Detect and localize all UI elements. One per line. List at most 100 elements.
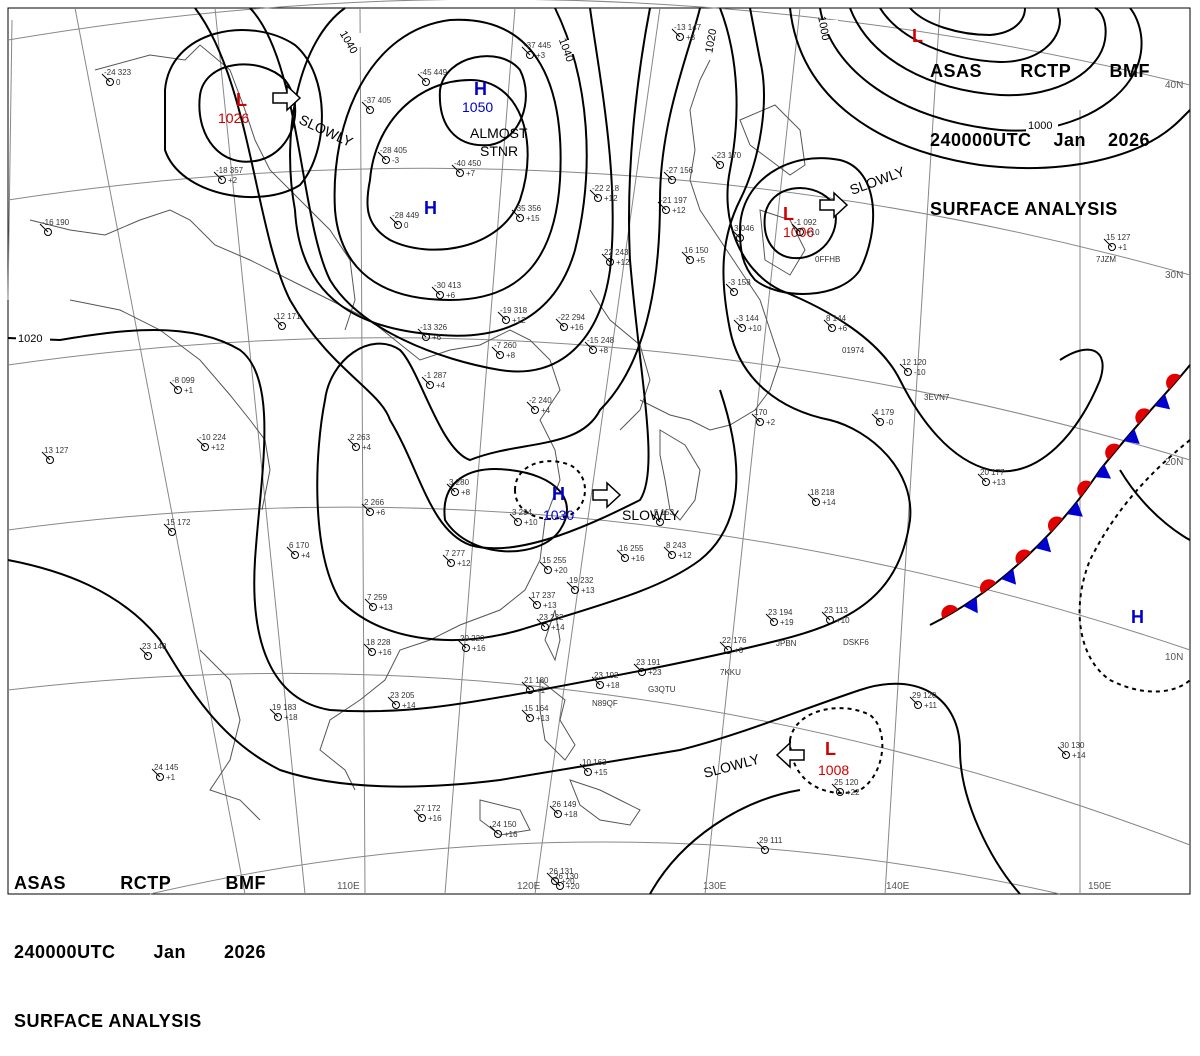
station-obs-line1: 15 127 [1106, 233, 1131, 242]
low-center-label: L [783, 204, 794, 224]
station-obs-line1: 25 120 [834, 778, 859, 787]
station-obs-line2: +14 [1072, 751, 1086, 760]
ship-call-sign: 7KKU [720, 668, 741, 677]
station-obs-line2: 0 [116, 78, 121, 87]
station-obs-line1: 23 192 [594, 671, 619, 680]
station-obs-line2: +3 [686, 33, 696, 42]
ship-call-sign: 0FFHB [815, 255, 840, 264]
station-plot: 18 218+14 [807, 488, 836, 507]
station-plot: 13 127 [41, 446, 69, 464]
coastlines [29, 44, 806, 836]
wind-barb [389, 216, 399, 226]
station-obs-line1: 24 145 [154, 763, 179, 772]
title-time: 240000UTC [930, 130, 1032, 150]
wind-barb [1103, 238, 1113, 248]
station-plot: -35 356+15 [511, 204, 542, 223]
wind-barb [363, 643, 373, 653]
isobar-996 [849, 7, 1107, 97]
high-pressure-value: 1030 [543, 507, 574, 523]
station-circle [1062, 751, 1070, 759]
ship-call-sign: 7JZM [1096, 255, 1116, 264]
isobar-label: 1000 [1028, 120, 1052, 132]
station-circle [812, 498, 820, 506]
station-obs-line2: +20 [561, 877, 575, 886]
station-circle [533, 601, 541, 609]
wind-barb [361, 101, 371, 111]
cold-front-symbol [1066, 501, 1083, 517]
station-circle [560, 323, 568, 331]
isobar-1006-outer [738, 157, 875, 295]
wind-barb [651, 513, 661, 523]
surface-analysis-map: 1040 1040 1020 1020 1000 1000 L 1026 H 1… [7, 0, 1191, 895]
station-plot: 23 205+14 [387, 691, 416, 710]
wind-barb [549, 805, 559, 815]
station-circle [1108, 243, 1116, 251]
wind-barb [421, 376, 431, 386]
wind-barb [151, 768, 161, 778]
station-obs-line2: +4 [436, 381, 446, 390]
station-circle [426, 381, 434, 389]
wind-barb [751, 413, 761, 423]
wind-barb [431, 286, 441, 296]
station-obs-line2: +8 [506, 351, 516, 360]
station-plot: 16 255+16 [616, 544, 645, 563]
station-circle [836, 788, 844, 796]
station-obs-line2: +5 [696, 256, 706, 265]
motion-arrows [272, 84, 849, 769]
station-plot: 22 176+6 [719, 636, 747, 655]
dashed-ring-1030 [513, 460, 586, 520]
front-line [929, 364, 1191, 626]
wind-barb [657, 201, 667, 211]
station-obs-line2: +3 [536, 51, 546, 60]
title-product: SURFACE ANALYSIS [930, 199, 1118, 219]
station-plot: -28 405-3 [377, 146, 408, 165]
station-circle [756, 418, 764, 426]
station-obs-line1: 19 232 [569, 576, 594, 585]
station-circle [168, 528, 176, 536]
station-plot: -22 294+16 [555, 313, 586, 332]
wind-barb [555, 318, 565, 328]
station-obs-line1: 16 150 [684, 246, 709, 255]
wind-barb [663, 171, 673, 181]
ship-call-sign: JPBN [776, 639, 797, 648]
wind-barb [491, 346, 501, 356]
station-circle [144, 652, 152, 660]
wind-barb [489, 825, 499, 835]
station-obs-line1: 24 150 [492, 820, 517, 829]
station-obs-line2: +12 [457, 559, 471, 568]
wind-barb [511, 209, 521, 219]
station-circle [826, 616, 834, 624]
station-obs-line2: +10 [806, 228, 820, 237]
wind-barb [671, 28, 681, 38]
wind-barb [584, 341, 594, 351]
station-circle [352, 443, 360, 451]
station-obs-line1: 18 228 [366, 638, 391, 647]
wind-barb [526, 401, 536, 411]
station-plot: -3 158 [725, 278, 751, 296]
station-plot: -22 218+12 [589, 184, 620, 203]
wind-barb [733, 319, 743, 329]
station-obs-line1: -22 294 [558, 313, 586, 322]
wind-barb [509, 513, 519, 523]
station-obs-line1: -7 260 [494, 341, 517, 350]
wind-barb [497, 311, 507, 321]
station-obs-line1: -37 405 [364, 96, 392, 105]
station-obs-line2: +13 [992, 478, 1006, 487]
station-obs-line2: +1 [536, 686, 546, 695]
map-title-top-right: ASAS RCTP BMF 240000UTC Jan 2026 SURFACE ANA… [930, 14, 1150, 244]
wind-barb [566, 581, 576, 591]
station-circle [596, 681, 604, 689]
station-obs-line2: +6 [432, 333, 442, 342]
station-obs-line1: -18 357 [216, 166, 244, 175]
station-obs-line2: +12 [512, 316, 526, 325]
wind-barb [539, 561, 549, 571]
station-obs-line1: 29 111 [759, 836, 783, 845]
station-plot: 15 127+1 [1103, 233, 1131, 252]
station-obs-line1: 13 127 [44, 446, 69, 455]
station-circle [828, 324, 836, 332]
station-obs-line2: +16 [378, 648, 392, 657]
station-circle [526, 51, 534, 59]
station-plot: -19 318+12 [497, 306, 528, 325]
station-circle [514, 518, 522, 526]
station-obs-line2: +14 [551, 623, 565, 632]
